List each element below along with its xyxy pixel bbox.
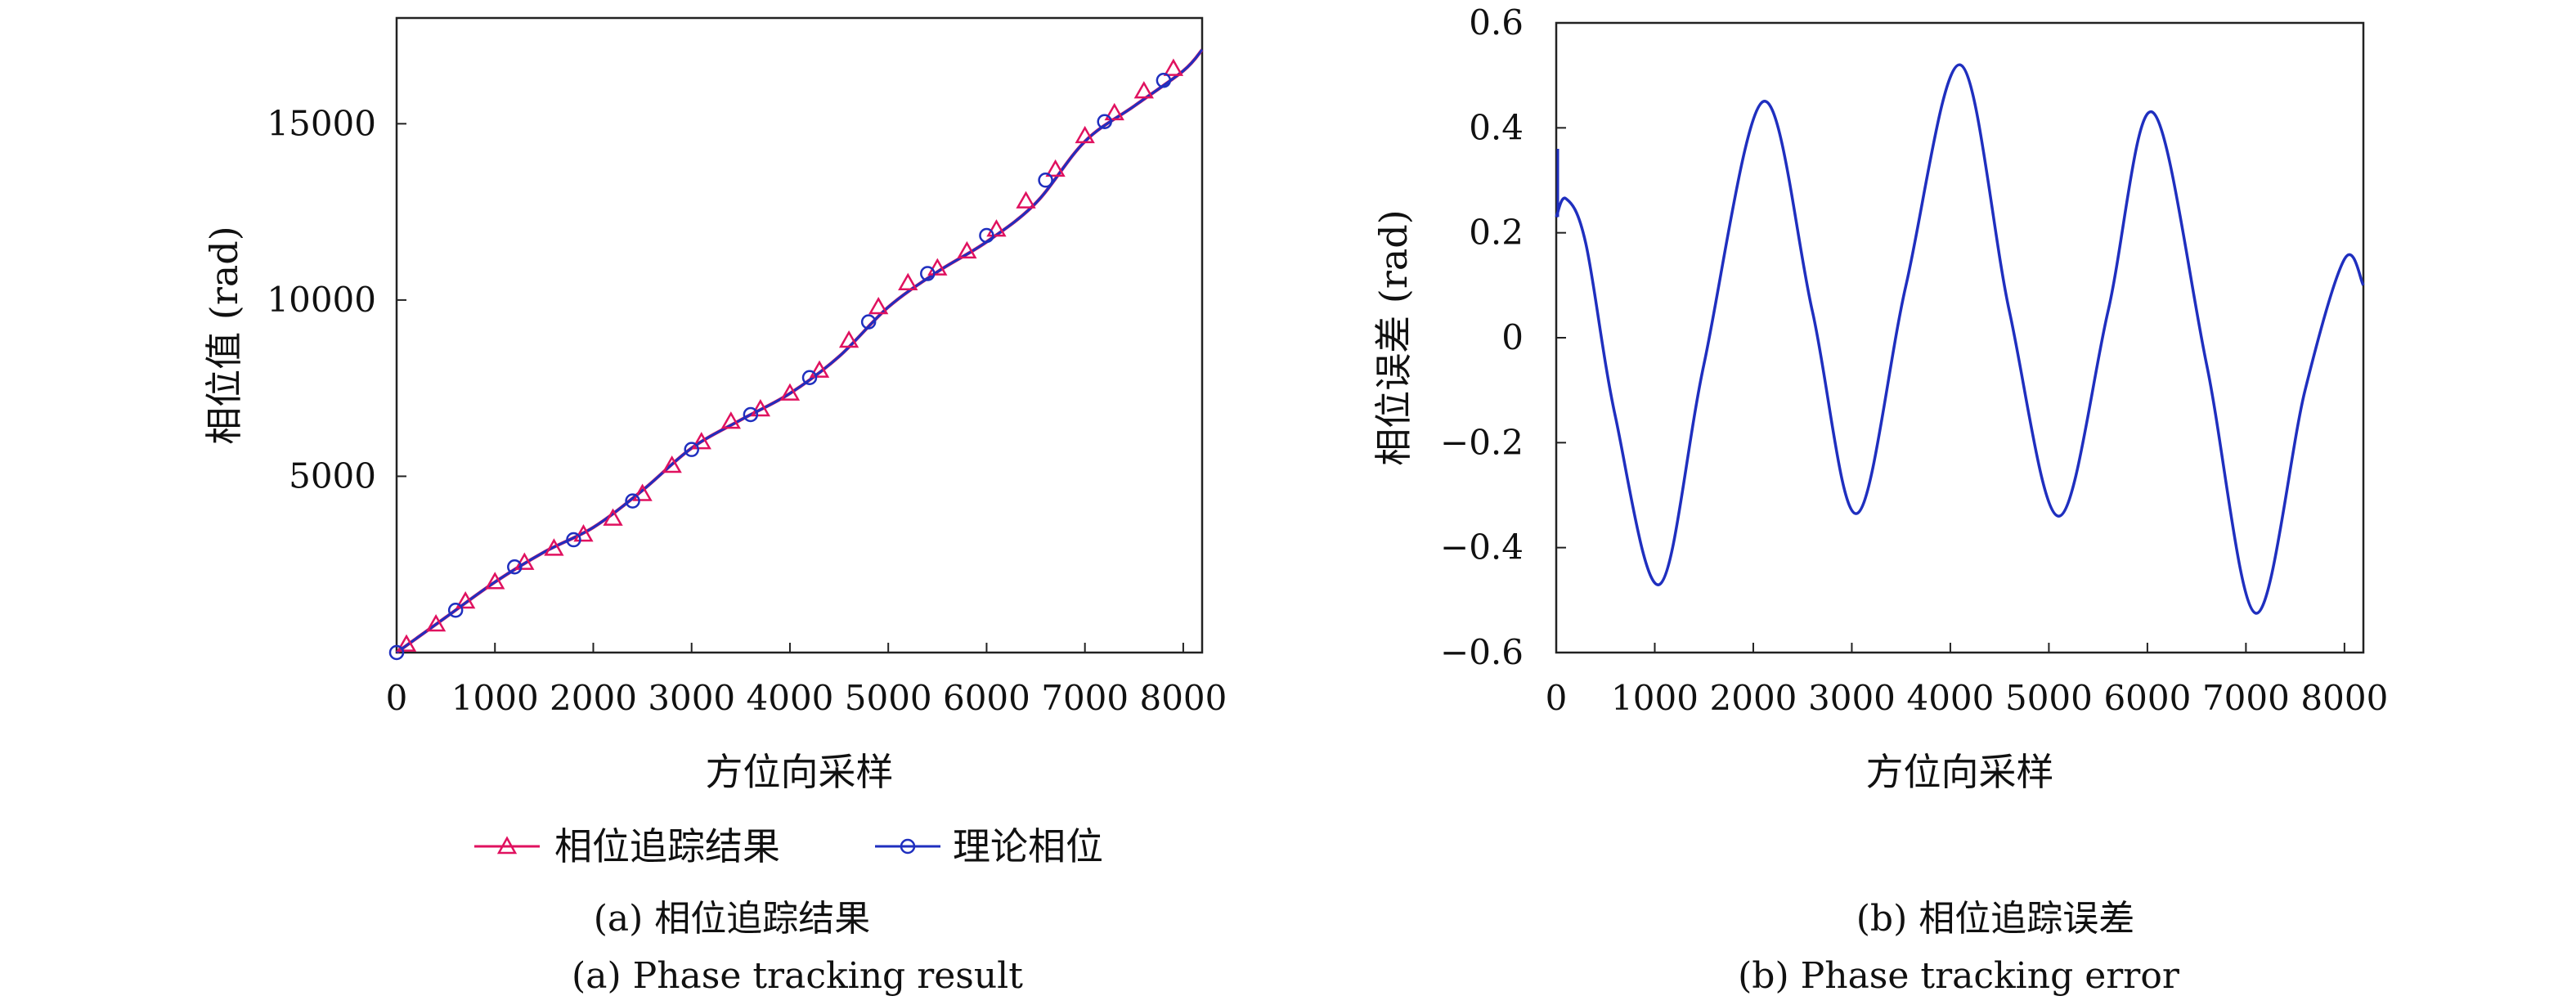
legend-circle-marker [900,838,916,855]
x-tick-label-b: 8000 [2300,678,2388,718]
triangle-marker-a [425,613,447,632]
triangle-marker-a [396,634,417,652]
y-tick-label-b: −0.6 [1440,632,1524,672]
y-axis-label-a: 相位值 (rad) [202,226,246,444]
circle-marker-a [801,370,818,385]
x-tick-label-a: 8000 [1139,678,1227,718]
triangle-marker-a [838,330,859,348]
x-tick-label-b: 5000 [2005,678,2093,718]
triangle-marker-a [573,524,594,542]
y-tick-label-a: 5000 [289,455,376,496]
legend-triangle-marker [496,836,518,855]
y-tick-label-b: −0.2 [1440,422,1524,462]
triangle-marker-a [1163,58,1184,76]
triangle-marker-a [485,572,505,590]
legend-label-tracking: 相位追踪结果 [554,824,780,868]
triangle-marker-a [957,240,977,259]
legend-label-theory: 理论相位 [953,824,1103,868]
caption-a-en: (a) Phase tracking result [572,955,1023,997]
triangle-marker-a [662,455,682,473]
x-tick-label-b: 4000 [1906,678,1994,718]
y-tick-label-a: 15000 [267,103,376,143]
plot-frame-b [1555,21,2365,654]
y-tick-label-b: 0.2 [1469,213,1524,253]
circle-marker-a [1097,114,1112,129]
y-tick-label-b: −0.4 [1440,527,1524,568]
triangle-marker-a [1075,125,1095,144]
circle-marker-a [860,314,877,330]
circle-marker-a [920,266,936,281]
x-tick-label-a: 5000 [845,678,932,718]
plot-frame-a [395,16,1204,654]
x-tick-label-a: 6000 [943,678,1030,718]
y-tick-label-b: 0.6 [1469,2,1524,43]
triangle-marker-a [1016,191,1036,209]
caption-a-cn: (a) 相位追踪结果 [594,898,871,940]
x-tick-label-b: 7000 [2202,678,2290,718]
triangle-marker-a [750,399,771,417]
x-axis-label-b: 方位向采样 [1866,750,2054,794]
panel-b-phase-tracking-error: 0 1000 2000 3000 4000 5000 6000 7000 8000−0.6−0.… [1371,2,2388,997]
circle-marker-a [388,644,405,661]
x-tick-label-b: 2000 [1710,678,1797,718]
triangle-marker-a [1045,159,1066,177]
x-axis-label-a: 方位向采样 [706,750,894,794]
x-tick-label-a: 1000 [451,678,539,718]
x-tick-label-a: 4000 [747,678,834,718]
triangle-marker-a [809,360,830,378]
y-tick-label-b: 0.4 [1469,107,1524,147]
triangle-marker-a [691,432,711,450]
triangle-marker-a [1104,102,1124,121]
circle-marker-a [625,493,640,509]
triangle-marker-a [632,483,653,501]
x-tick-label-a: 2000 [550,678,637,718]
triangle-marker-a [720,411,741,429]
circle-marker-a [1156,73,1172,88]
x-tick-label-b: 1000 [1611,678,1699,718]
x-tick-label-b: 6000 [2103,678,2191,718]
caption-b-en: (b) Phase tracking error [1738,955,2180,997]
triangle-marker-a [986,219,1007,237]
triangle-marker-a [898,272,918,290]
error-series-line [1555,63,2365,615]
circle-marker-a [447,603,464,618]
triangle-marker-a [1133,81,1154,99]
panel-a-phase-tracking-result: 0 1000 2000 3000 4000 5000 6000 7000 8000 5000 100… [202,16,1227,997]
triangle-marker-a [868,296,889,315]
triangle-marker-a [779,383,801,401]
circle-marker-a [507,559,523,575]
x-tick-label-a: 0 [386,678,408,718]
triangle-marker-a [603,508,623,526]
y-axis-label-b: 相位误差 (rad) [1371,209,1416,465]
caption-b-cn: (b) 相位追踪误差 [1856,898,2134,940]
circle-marker-a [684,442,699,457]
circle-marker-a [743,406,759,423]
y-tick-label-a: 10000 [267,280,376,320]
triangle-marker-a [927,258,948,276]
x-tick-label-a: 3000 [648,678,735,718]
x-tick-label-b: 0 [1546,678,1568,718]
x-tick-label-b: 3000 [1808,678,1896,718]
triangle-marker-a [544,538,564,556]
circle-marker-a [979,227,994,244]
triangle-marker-a [456,590,476,609]
circle-marker-a [1038,173,1053,188]
circle-marker-a [566,532,581,548]
triangle-marker-a [514,552,535,570]
x-tick-label-a: 7000 [1041,678,1129,718]
y-tick-label-b: 0 [1501,317,1524,357]
